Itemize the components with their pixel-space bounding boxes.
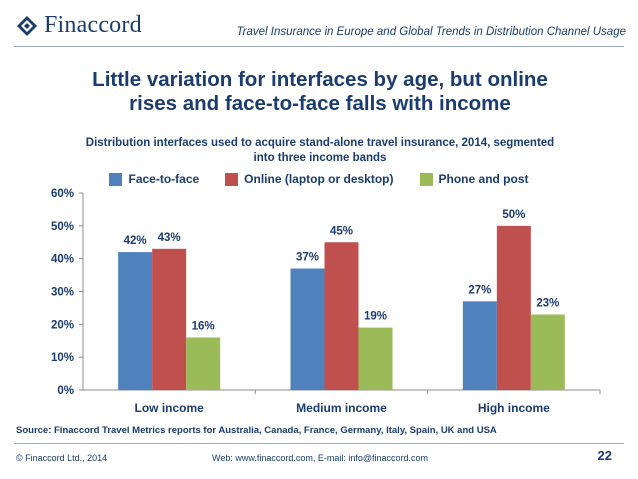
legend-label-online: Online (laptop or desktop)	[244, 172, 394, 186]
legend-label-phone-and-post: Phone and post	[438, 172, 529, 186]
x-tick-label: High income	[478, 401, 550, 415]
footer-divider	[14, 443, 624, 444]
copyright-text: © Finaccord Ltd., 2014	[16, 453, 108, 463]
legend-label-face-to-face: Face-to-face	[128, 172, 200, 186]
subtitle-line-2: into three income bands	[253, 152, 387, 164]
data-label: 19%	[364, 311, 387, 323]
header-divider	[14, 46, 624, 47]
x-tick-label: Medium income	[296, 401, 387, 415]
y-tick-label: 60%	[51, 188, 74, 200]
diamond-logo-icon	[17, 15, 37, 36]
legend-swatch-phone-and-post	[419, 172, 433, 186]
y-tick-label: 50%	[51, 221, 74, 233]
legend-item-online: Online (laptop or desktop)	[225, 172, 394, 186]
y-tick-label: 20%	[51, 319, 74, 331]
legend-swatch-face-to-face	[109, 172, 123, 186]
y-tick-label: 40%	[51, 254, 74, 266]
header-title: Travel Insurance in Europe and Global Tr…	[236, 26, 626, 38]
legend-item-face-to-face: Face-to-face	[109, 172, 199, 186]
data-label: 16%	[192, 320, 215, 332]
bar-3-1	[186, 337, 221, 390]
bar-2-3	[496, 225, 531, 390]
bar-1-2	[290, 268, 325, 390]
source-note: Source: Finaccord Travel Metrics reports…	[16, 425, 497, 436]
legend-swatch-online	[225, 172, 239, 186]
data-label: 50%	[502, 209, 525, 221]
bar-2-2	[324, 242, 359, 390]
data-label: 23%	[536, 297, 559, 309]
headline-line-2: rises and face-to-face falls with income	[129, 92, 511, 115]
data-label: 27%	[468, 284, 491, 296]
bar-3-2	[358, 327, 393, 390]
headline-line-1: Little variation for interfaces by age, …	[92, 68, 548, 91]
page-headline: Little variation for interfaces by age, …	[40, 68, 600, 116]
data-label: 45%	[330, 225, 353, 237]
bar-1-1	[118, 252, 153, 390]
data-label: 43%	[158, 232, 181, 244]
page-number: 22	[597, 448, 612, 463]
bar-2-1	[152, 248, 187, 390]
data-label: 42%	[124, 235, 147, 247]
x-tick-label: Low income	[134, 401, 204, 415]
y-tick-label: 0%	[57, 385, 74, 397]
bar-1-3	[462, 301, 497, 390]
legend-item-phone-and-post: Phone and post	[419, 172, 529, 186]
bar-3-3	[530, 314, 565, 390]
finaccord-logo: Finaccord	[16, 12, 142, 39]
chart-subtitle: Distribution interfaces used to acquire …	[40, 136, 600, 166]
logo-text: Finaccord	[44, 12, 142, 38]
y-tick-label: 10%	[51, 352, 74, 364]
subtitle-line-1: Distribution interfaces used to acquire …	[85, 137, 555, 149]
contact-info: Web: www.finaccord.com, E-mail: info@fin…	[212, 453, 429, 463]
data-label: 37%	[296, 252, 319, 264]
y-tick-label: 30%	[51, 287, 74, 299]
chart-legend: Face-to-face Online (laptop or desktop) …	[0, 172, 638, 186]
